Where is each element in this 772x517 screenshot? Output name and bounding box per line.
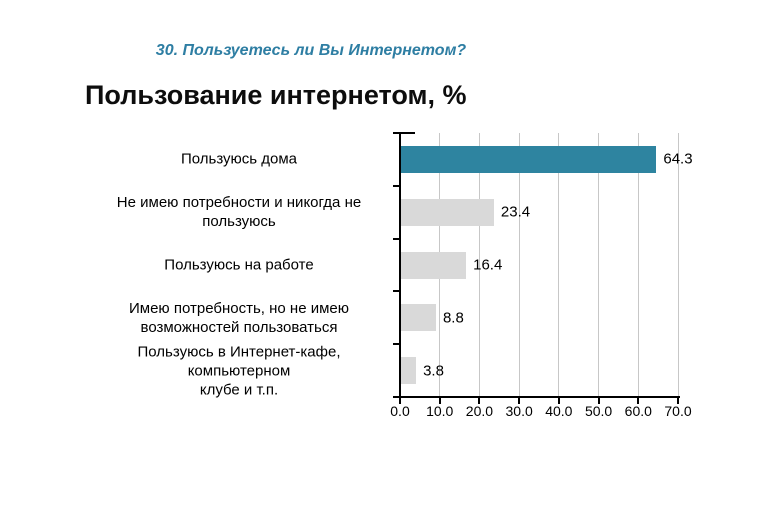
category-label: Пользуюсь в Интернет-кафе, компьютерном … [137, 343, 341, 399]
x-axis-tick-label: 40.0 [545, 403, 573, 419]
gridline [677, 133, 679, 397]
bar-value-label: 64.3 [663, 150, 693, 168]
gridline [558, 133, 560, 397]
x-axis-tick [597, 396, 600, 404]
bar-value-label: 8.8 [442, 309, 464, 327]
x-axis-tick [557, 396, 560, 404]
x-axis-tick-label: 20.0 [465, 403, 494, 419]
category-label: Пользуюсь на работе [164, 256, 314, 274]
x-axis-tick [438, 396, 441, 404]
category-label: Пользуюсь дома [180, 150, 298, 168]
y-axis-tick [393, 290, 400, 293]
y-axis-tick [393, 343, 400, 346]
y-axis-tick [393, 396, 400, 398]
question-subtitle: 30. Пользуетесь ли Вы Интернетом? [155, 42, 467, 59]
gridline [478, 133, 480, 397]
x-axis-tick-label: 70.0 [664, 403, 692, 419]
chart-title: Пользование интернетом, % [85, 80, 467, 110]
bar-value-label: 23.4 [500, 203, 531, 221]
gridline [518, 133, 520, 397]
x-axis-tick [677, 396, 679, 404]
bar-value-label: 16.4 [473, 256, 503, 274]
category-label: Имею потребность, но не имею возможносте… [129, 299, 349, 336]
x-axis-tick [399, 396, 401, 404]
bar [401, 357, 417, 385]
x-axis-tick [518, 396, 521, 404]
y-axis-tick [393, 132, 400, 134]
bar-value-label: 3.8 [423, 362, 444, 380]
x-axis-tick [478, 396, 481, 404]
x-axis-tick-label: 0.0 [390, 403, 410, 419]
bar [401, 251, 467, 279]
y-axis-tick [393, 184, 400, 187]
y-axis-top-tick [399, 132, 415, 134]
x-axis-tick-label: 60.0 [624, 403, 652, 419]
bar [401, 304, 436, 332]
gridline [598, 133, 600, 397]
x-axis-tick [637, 396, 640, 404]
bar [401, 198, 494, 226]
y-axis-tick [393, 237, 400, 240]
gridline [637, 133, 639, 397]
x-axis-tick-label: 10.0 [426, 403, 454, 419]
x-axis-line [399, 396, 680, 398]
category-label: Не имею потребности и никогда не пользую… [116, 194, 362, 231]
bar [401, 145, 657, 173]
x-axis-tick-label: 50.0 [584, 403, 613, 419]
y-axis-line [399, 133, 401, 398]
x-axis-tick-label: 30.0 [505, 403, 533, 419]
